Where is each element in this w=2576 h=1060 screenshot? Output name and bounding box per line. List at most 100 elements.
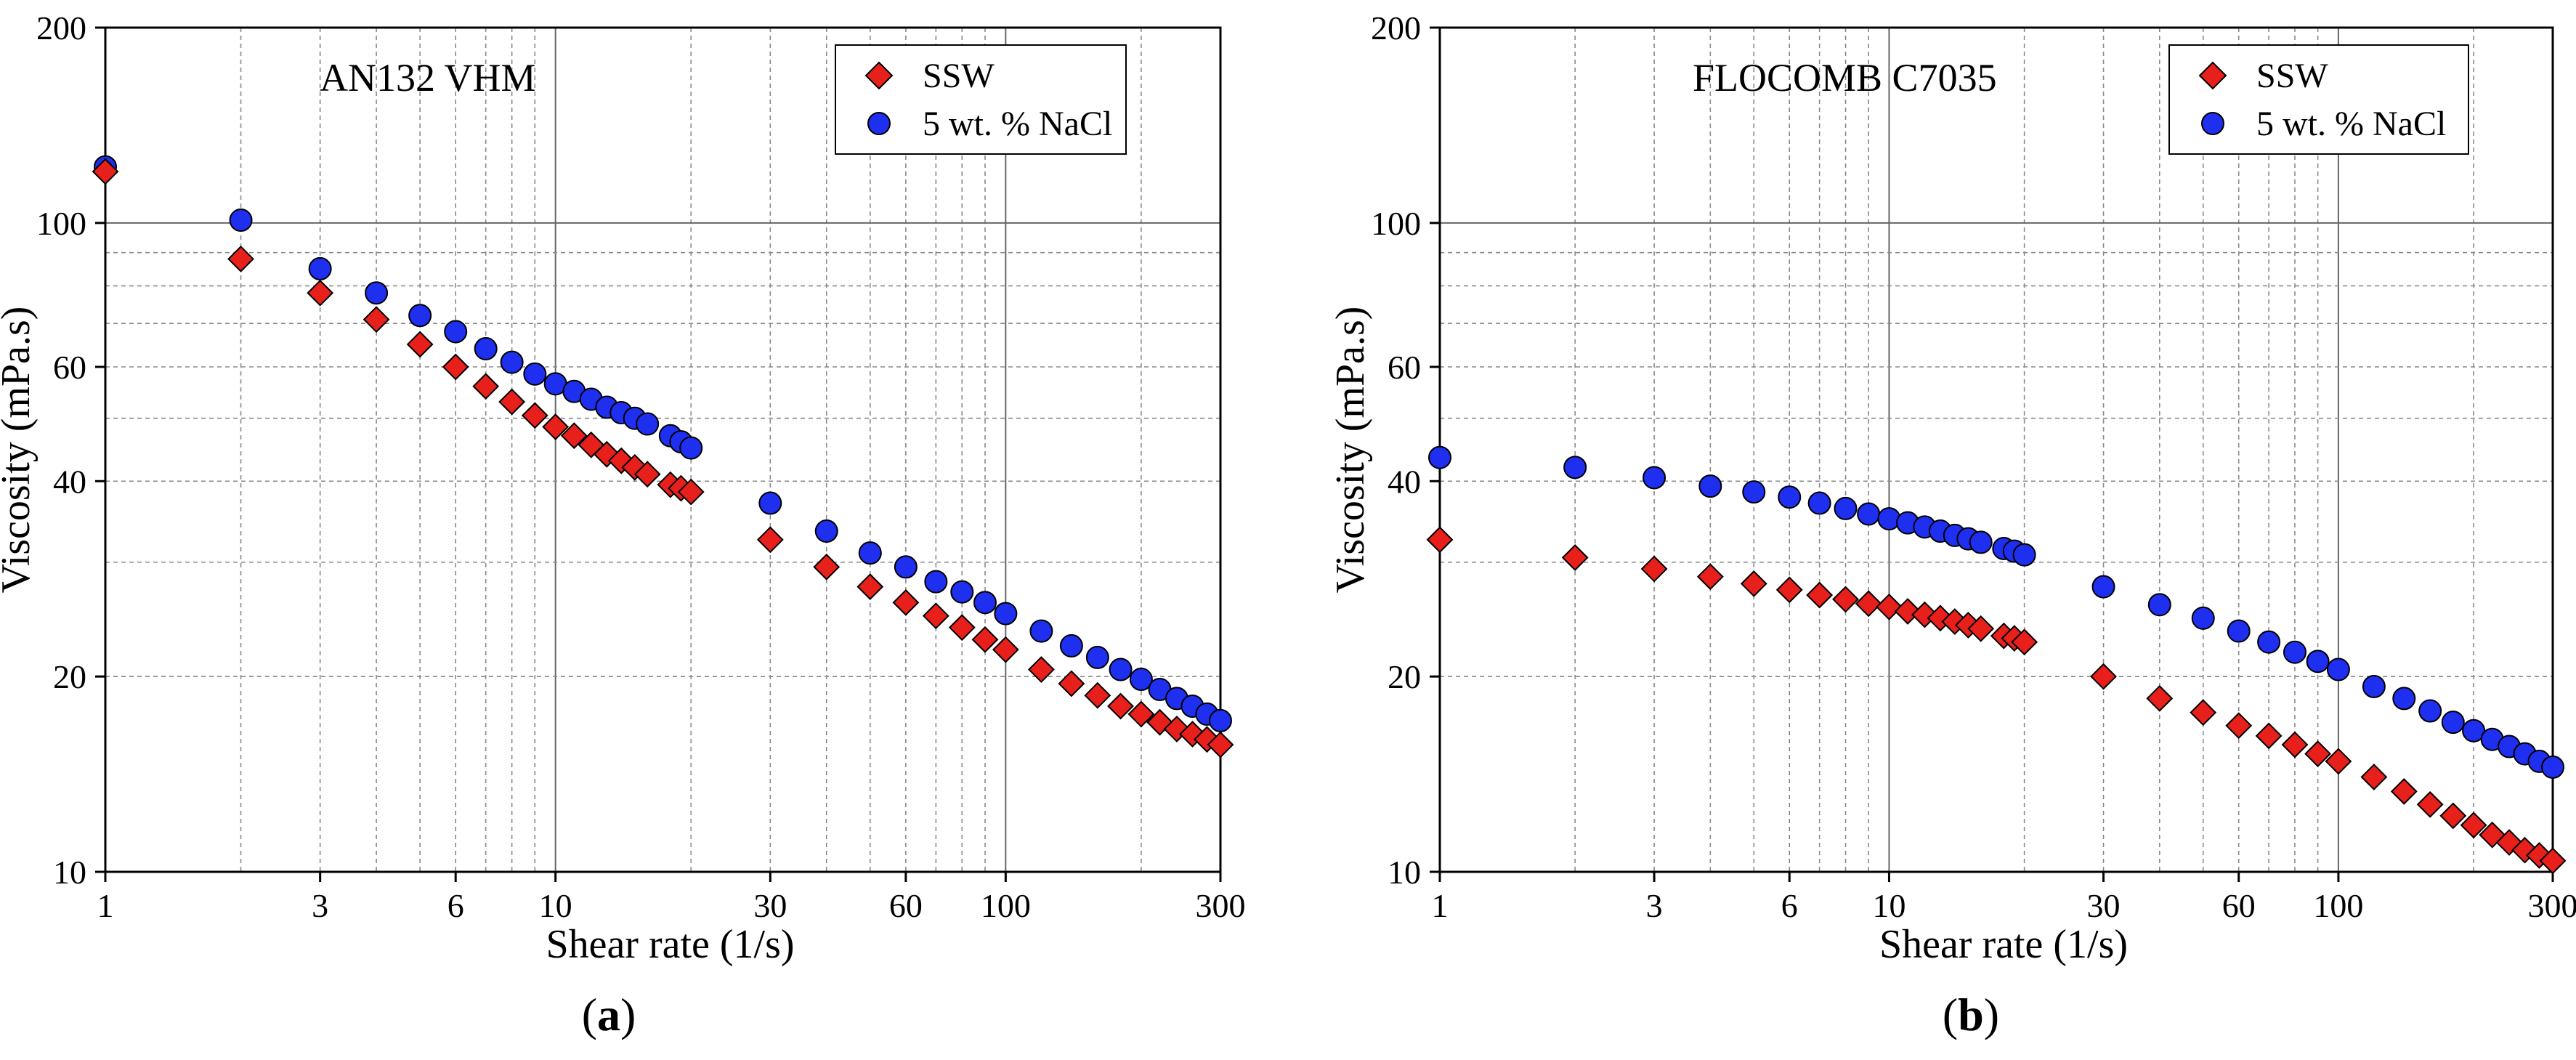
- data-point-nacl: [2012, 543, 2036, 567]
- data-marks: [92, 155, 1234, 758]
- data-point-nacl: [2326, 658, 2350, 681]
- data-point-nacl: [2362, 674, 2386, 698]
- data-point-nacl: [1029, 619, 1053, 643]
- y-tick-label: 200: [1371, 9, 1421, 46]
- data-point-nacl: [894, 555, 918, 579]
- legend-label-nacl: 5 wt. % NaCl: [2256, 105, 2446, 143]
- x-tick-label: 1: [97, 887, 114, 924]
- data-point-ssw: [1806, 581, 1834, 609]
- x-tick-label: 1: [1432, 887, 1449, 924]
- data-point-ssw: [1163, 715, 1191, 743]
- data-point-ssw: [2304, 740, 2332, 768]
- x-tick-label: 3: [1646, 887, 1663, 924]
- y-tick-label: 200: [36, 9, 86, 46]
- data-point-ssw: [1640, 555, 1668, 583]
- data-point-nacl: [2418, 699, 2442, 723]
- data-point-ssw: [1027, 656, 1055, 683]
- data-point-nacl: [1834, 496, 1858, 520]
- data-point-ssw: [1832, 586, 1859, 613]
- x-tick-label: 30: [2087, 887, 2121, 924]
- y-axis-label: Viscosity (mPa.s): [1328, 307, 1373, 594]
- data-point-nacl: [2191, 606, 2215, 630]
- x-tick-label: 60: [2222, 887, 2256, 924]
- legend-box: [2168, 44, 2469, 155]
- data-point-nacl: [1563, 456, 1587, 480]
- data-point-nacl: [2147, 593, 2171, 617]
- data-point-nacl: [1129, 668, 1153, 692]
- y-tick-label: 40: [1388, 463, 1421, 500]
- data-point-nacl: [1857, 502, 1881, 526]
- data-point-ssw: [1107, 692, 1134, 720]
- data-point-nacl: [229, 209, 253, 232]
- data-point-nacl: [679, 436, 703, 460]
- x-tick-label: 30: [753, 887, 787, 924]
- y-tick-label: 20: [1388, 658, 1421, 695]
- data-point-nacl: [2227, 619, 2251, 643]
- data-point-nacl: [1209, 708, 1232, 732]
- data-point-ssw: [1207, 731, 1234, 758]
- data-point-nacl: [973, 591, 997, 615]
- data-point-nacl: [1778, 485, 1802, 509]
- data-point-ssw: [1426, 526, 1454, 554]
- data-point-nacl: [994, 602, 1018, 626]
- data-point-ssw: [1058, 670, 1085, 697]
- data-point-ssw: [2011, 628, 2038, 656]
- data-point-nacl: [1109, 658, 1133, 681]
- data-point-ssw: [2090, 663, 2117, 690]
- data-point-nacl: [2392, 687, 2416, 711]
- data-point-nacl: [1085, 645, 1109, 669]
- data-point-ssw: [1894, 598, 1921, 625]
- grid-lines: [105, 28, 1220, 872]
- data-point-nacl: [2541, 755, 2564, 779]
- x-tick-label: 60: [889, 887, 923, 924]
- legend-marker-circle: [2201, 112, 2224, 135]
- chart-title: FLOCOMB C7035: [1693, 56, 1997, 100]
- legend: SSW 5 wt. % NaCl: [2168, 44, 2469, 155]
- data-point-nacl: [924, 570, 948, 594]
- data-point-ssw: [406, 331, 434, 358]
- data-point-nacl: [1742, 480, 1766, 504]
- data-point-ssw: [1146, 708, 1173, 736]
- data-point-ssw: [2146, 684, 2174, 712]
- data-point-nacl: [2441, 711, 2465, 735]
- tick-labels: 1 3 6 10 30 60 100 300 10 20 40 60 100 200: [1371, 9, 2576, 924]
- data-point-ssw: [756, 526, 784, 554]
- data-point-nacl: [1643, 466, 1666, 490]
- data-point-ssw: [307, 279, 334, 307]
- data-marks: [1426, 445, 2567, 875]
- legend: SSW 5 wt. % NaCl: [835, 44, 1127, 155]
- data-point-nacl: [1807, 491, 1831, 515]
- data-point-nacl: [2306, 650, 2330, 673]
- legend-label-nacl: 5 wt. % NaCl: [923, 105, 1112, 143]
- data-point-nacl: [500, 350, 524, 374]
- y-tick-label: 10: [53, 854, 86, 891]
- data-point-ssw: [1179, 721, 1206, 748]
- data-point-ssw: [856, 573, 884, 601]
- data-point-ssw: [1927, 604, 1954, 632]
- data-point-ssw: [971, 626, 999, 653]
- data-point-ssw: [922, 602, 949, 630]
- legend-marker-diamond: [864, 61, 894, 90]
- data-point-ssw: [1127, 700, 1155, 728]
- data-point-nacl: [444, 320, 468, 344]
- data-point-ssw: [633, 461, 661, 488]
- data-point-ssw: [2360, 764, 2388, 790]
- data-point-nacl: [1428, 445, 1451, 469]
- x-tick-label: 300: [2528, 887, 2576, 924]
- data-point-ssw: [2325, 748, 2352, 775]
- y-tick-label: 60: [1388, 349, 1421, 386]
- data-point-nacl: [408, 304, 432, 328]
- data-point-nacl: [308, 256, 332, 280]
- data-point-ssw: [560, 422, 588, 450]
- data-point-nacl: [758, 491, 782, 515]
- data-point-ssw: [1740, 570, 1767, 597]
- data-point-nacl: [1698, 474, 1722, 498]
- data-point-nacl: [814, 519, 838, 543]
- data-point-ssw: [813, 553, 841, 580]
- legend-marker-circle: [867, 112, 891, 135]
- data-point-nacl: [1969, 530, 1993, 554]
- y-tick-label: 100: [36, 205, 86, 242]
- panel-letter-b: b: [1958, 989, 1984, 1040]
- legend-label-ssw: SSW: [2256, 57, 2328, 95]
